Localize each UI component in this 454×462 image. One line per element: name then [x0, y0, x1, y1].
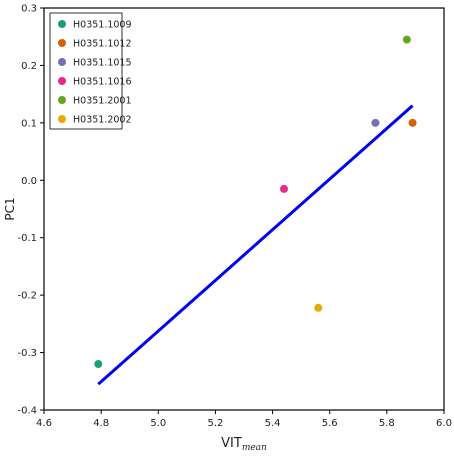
data-point [371, 118, 380, 127]
legend-marker [58, 115, 66, 123]
y-tick-label: -0.4 [17, 406, 37, 417]
x-tick-label: 6.0 [436, 418, 452, 429]
x-axis-label: VITmean [221, 436, 267, 453]
x-tick-label: 5.8 [379, 418, 395, 429]
x-tick-label: 4.6 [36, 418, 52, 429]
y-axis-ticks: 0.3 0.2 0.1 0.0 -0.1 -0.2 -0.3 -0.4 [17, 4, 44, 417]
regression-line-group [97, 104, 414, 386]
x-axis-ticks: 4.6 4.8 5.0 5.2 5.4 5.6 5.8 6.0 [36, 410, 452, 429]
legend-label: H0351.2001 [73, 96, 132, 107]
x-tick-label: 5.6 [322, 418, 338, 429]
legend-label: H0351.1009 [73, 20, 132, 31]
x-tick-label: 5.0 [150, 418, 166, 429]
x-tick-label: 5.4 [265, 418, 281, 429]
legend-marker [58, 96, 66, 104]
y-tick-label: -0.1 [17, 233, 37, 244]
legend-marker [58, 39, 66, 47]
x-tick-label: 5.2 [207, 418, 223, 429]
y-tick-label: 0.1 [21, 118, 37, 129]
data-point [314, 303, 323, 312]
x-axis-label-main: VIT [221, 436, 242, 451]
legend-label: H0351.1015 [73, 58, 132, 69]
y-tick-label: 0.0 [21, 176, 37, 187]
regression-line [97, 104, 414, 386]
legend-marker [58, 77, 66, 85]
y-tick-label: -0.3 [17, 348, 37, 359]
y-tick-label: 0.2 [21, 61, 37, 72]
legend-marker [58, 20, 66, 28]
x-axis-label-subscript: mean [242, 443, 267, 453]
legend-label: H0351.1016 [73, 77, 132, 88]
data-point [280, 184, 288, 193]
data-point [402, 35, 411, 44]
legend-box [49, 12, 123, 130]
data-points [94, 35, 417, 369]
data-point [408, 118, 417, 127]
legend: H0351.1009 H0351.1012 H0351.1015 H0351.1016… [49, 12, 132, 130]
x-tick-label: 4.8 [93, 418, 109, 429]
data-point [94, 360, 103, 369]
legend-label: H0351.2002 [73, 115, 132, 126]
y-tick-label: 0.3 [21, 4, 37, 15]
legend-marker [58, 58, 66, 66]
legend-label: H0351.1012 [73, 39, 132, 50]
y-tick-label: -0.2 [17, 291, 37, 302]
y-axis-label: PC1 [3, 197, 17, 220]
